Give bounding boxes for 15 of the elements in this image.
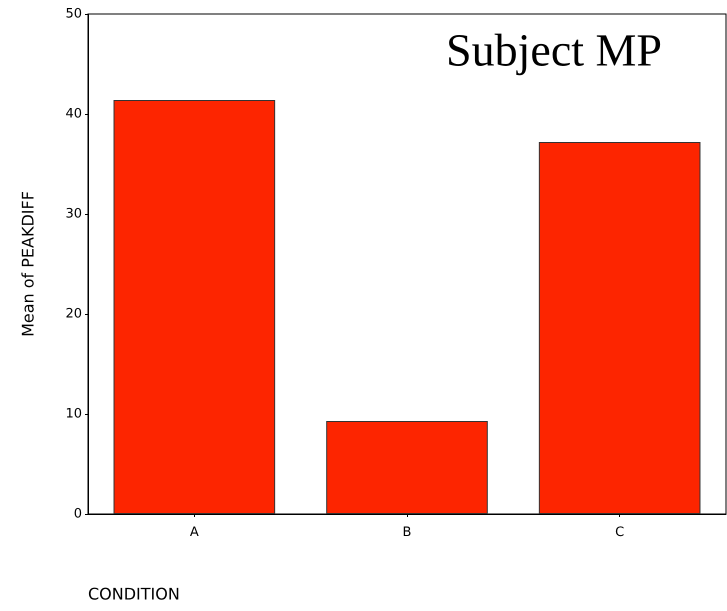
y-tick-label: 40 [65,106,82,122]
bar [326,421,488,514]
bar [538,142,700,514]
y-tick-label: 50 [65,6,82,22]
x-tick-label: B [402,525,412,540]
x-axis-title: CONDITION [88,584,180,604]
x-tick-label: C [615,525,624,540]
bar [114,100,276,514]
x-tick-label: A [190,525,199,540]
y-tick-label: 20 [65,306,82,322]
y-tick-label: 30 [65,206,82,222]
y-axis-title: Mean of PEAKDIFF [18,191,38,337]
y-tick-label: 0 [74,506,82,522]
chart-title: Subject MP [446,24,662,76]
y-tick-label: 10 [65,406,82,422]
